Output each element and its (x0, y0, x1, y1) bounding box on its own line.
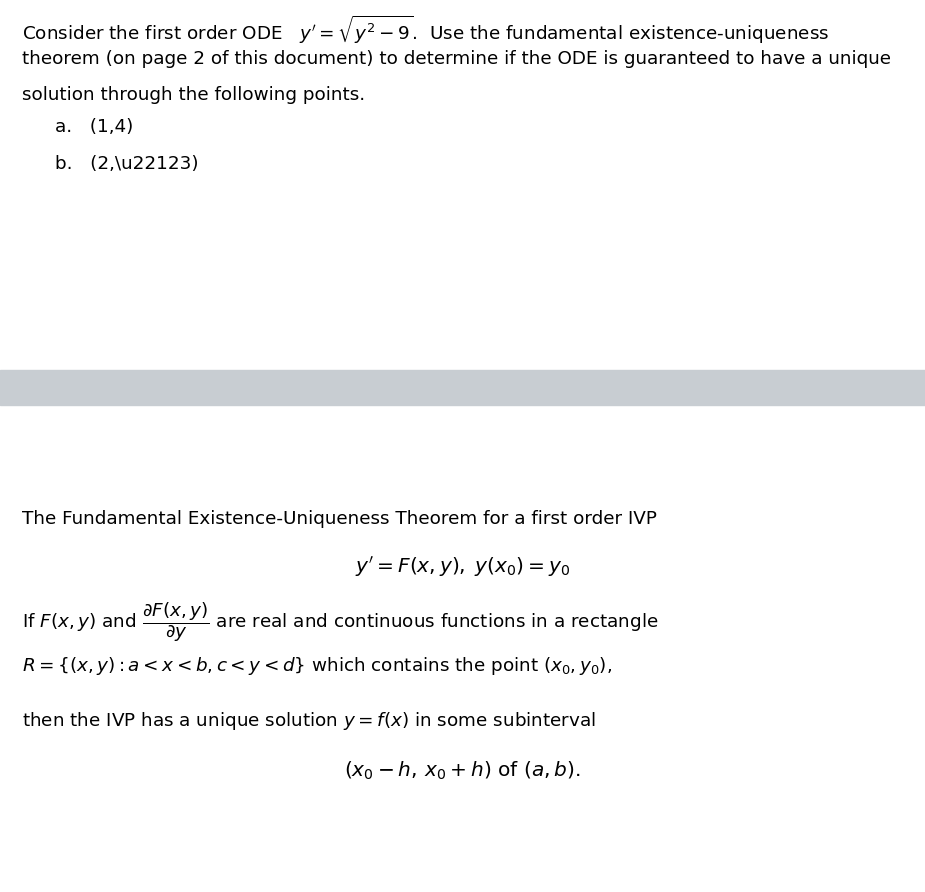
Text: $(x_0 - h,\, x_0 + h)$ of $(a, b).$: $(x_0 - h,\, x_0 + h)$ of $(a, b).$ (344, 760, 581, 782)
Text: a.   (1,4): a. (1,4) (55, 118, 133, 136)
Text: $R = \{(x, y): a < x < b, c < y < d\}$ which contains the point $(x_0, y_0),$: $R = \{(x, y): a < x < b, c < y < d\}$ w… (22, 655, 612, 677)
Text: solution through the following points.: solution through the following points. (22, 86, 365, 104)
Text: theorem (on page 2 of this document) to determine if the ODE is guaranteed to ha: theorem (on page 2 of this document) to … (22, 50, 891, 68)
Bar (0, 370, 925, 405)
Text: Consider the first order ODE   $y' = \sqrt{y^2 - 9}$.  Use the fundamental exist: Consider the first order ODE $y' = \sqrt… (22, 14, 830, 46)
Text: The Fundamental Existence-Uniqueness Theorem for a first order IVP: The Fundamental Existence-Uniqueness The… (22, 510, 657, 528)
Text: $y' = F(x, y),\; y(x_0) = y_0$: $y' = F(x, y),\; y(x_0) = y_0$ (355, 555, 570, 579)
Text: If $F(x, y)$ and $\dfrac{\partial F(x,y)}{\partial y}$ are real and continuous f: If $F(x, y)$ and $\dfrac{\partial F(x,y)… (22, 600, 659, 644)
Text: then the IVP has a unique solution $y = f(x)$ in some subinterval: then the IVP has a unique solution $y = … (22, 710, 596, 732)
Text: b.   (2,\u22123): b. (2,\u22123) (55, 155, 199, 173)
